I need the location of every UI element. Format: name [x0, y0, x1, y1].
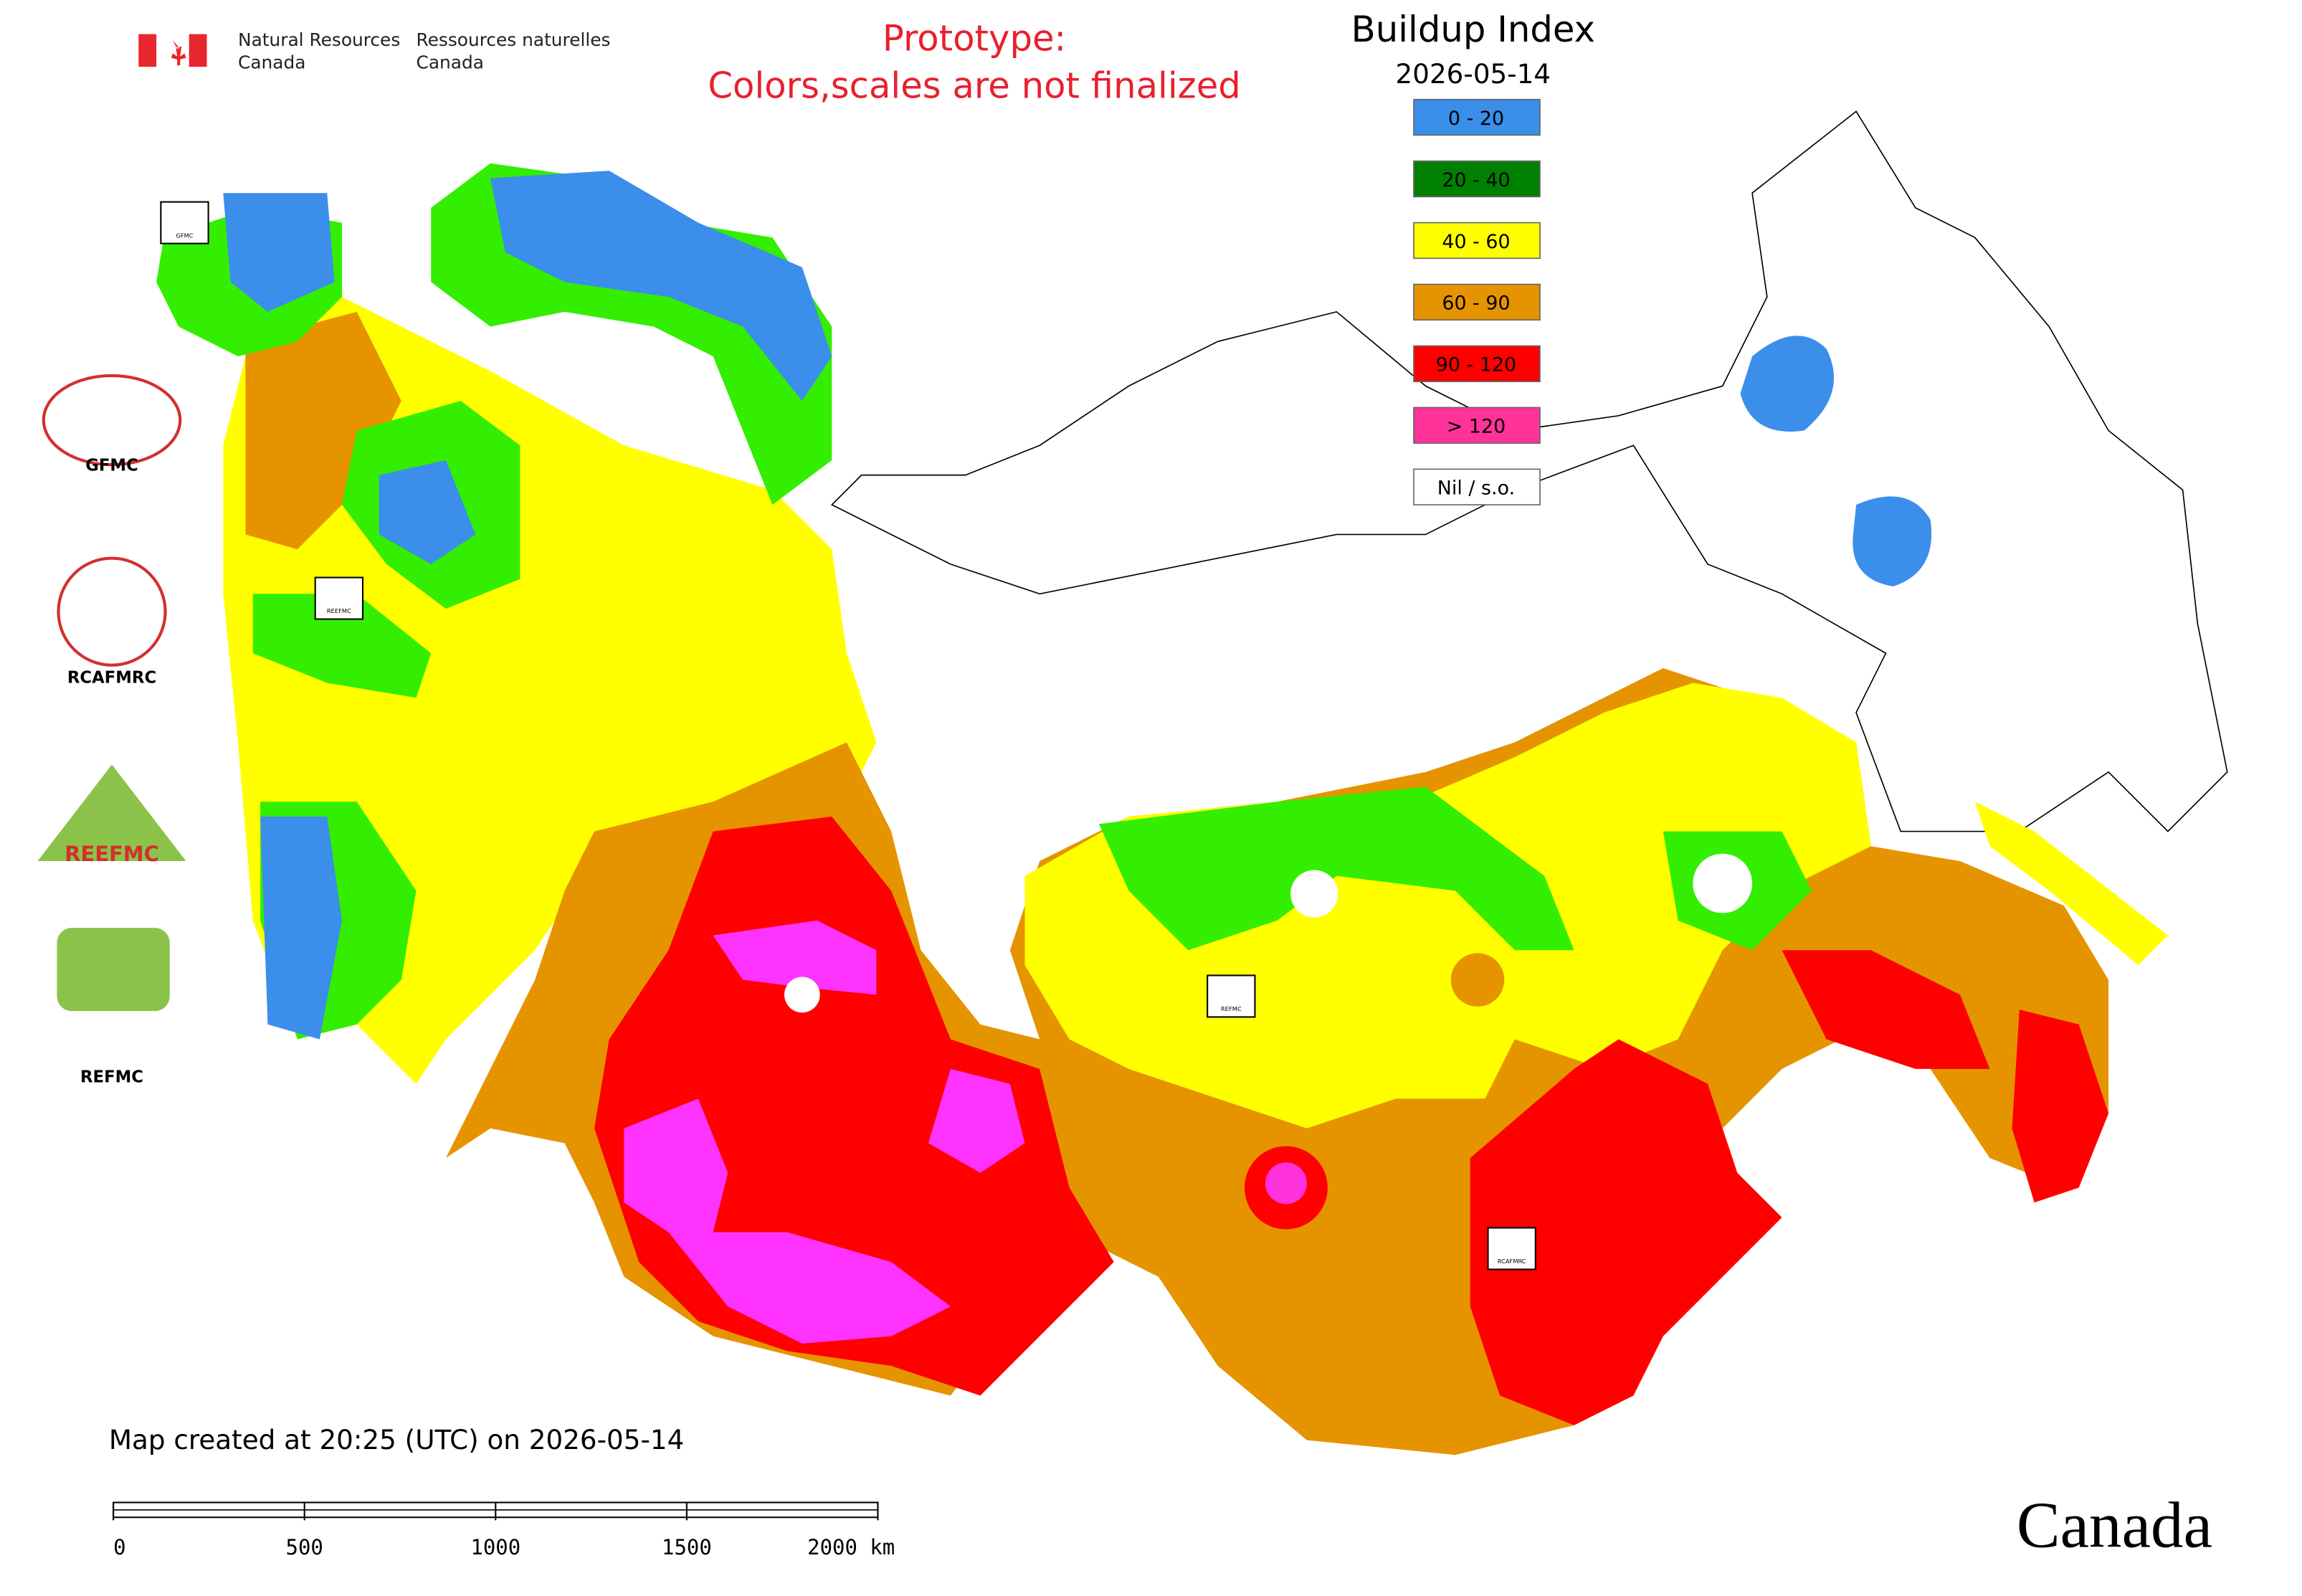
logo-emblem	[42, 374, 182, 467]
marker-label: RCAFMRC	[1498, 1258, 1526, 1265]
legend-date: 2026-05-14	[1396, 58, 1551, 90]
legend-swatch	[1413, 345, 1541, 382]
nil-area	[1290, 870, 1338, 918]
flag-bar	[189, 34, 207, 67]
flag-bar	[138, 34, 157, 67]
marker-box	[314, 576, 363, 620]
canada-wordmark: Canada	[2017, 1489, 2212, 1562]
region	[1852, 496, 1932, 586]
agency-fr: Canada	[417, 52, 484, 72]
logo-emblem	[57, 556, 167, 667]
scale-label: 1500	[662, 1535, 712, 1559]
legend-label: 90 - 120	[1436, 354, 1516, 376]
region	[1974, 802, 2168, 965]
nil-area	[1693, 853, 1753, 913]
scale-label: 500	[286, 1535, 323, 1559]
region	[1782, 950, 1990, 1069]
logo-label: REFMC	[80, 1068, 143, 1087]
legend: Buildup Index 2026-05-14 0 - 20 20 - 40 40…	[1351, 9, 1595, 505]
notice: Prototype:	[883, 17, 1066, 59]
marker-label: REFMC	[1221, 1005, 1242, 1012]
scale-label: 1000	[470, 1535, 520, 1559]
legend-label: 0 - 20	[1448, 108, 1504, 130]
footer: Map created at 20:25 (UTC) on 2026-05-14…	[109, 1424, 2212, 1562]
outline	[830, 110, 2228, 832]
scale-label: 2000 km	[807, 1535, 895, 1559]
legend-label: Nil / s.o.	[1437, 478, 1515, 500]
maple-leaf	[171, 39, 186, 66]
region	[928, 1068, 1025, 1173]
marker-box	[1487, 1227, 1536, 1270]
region	[624, 1098, 951, 1344]
logo-emblem	[57, 928, 170, 1012]
region	[379, 460, 476, 564]
logo-label: GFMC	[85, 456, 138, 475]
legend-label: 20 - 40	[1442, 169, 1510, 191]
legend-title: Buildup Index	[1351, 9, 1595, 50]
region	[1470, 1039, 1782, 1425]
map-markers: GFMC REEFMC REFMC RCAFMRC	[160, 201, 1536, 1270]
region	[245, 311, 401, 550]
region	[1450, 953, 1505, 1007]
legend-swatch	[1413, 283, 1541, 321]
agency-fr: Ressources naturelles	[417, 29, 611, 50]
created-note: Map created at 20:25 (UTC) on 2026-05-14	[109, 1424, 684, 1455]
legend-label: 40 - 60	[1442, 231, 1510, 253]
legend-swatch	[1413, 160, 1541, 198]
logo-emblem	[37, 764, 186, 862]
marker-box	[1207, 974, 1256, 1018]
map	[156, 110, 2228, 1455]
logo-label: REEFMC	[65, 842, 159, 866]
nil-area	[784, 977, 820, 1013]
agency-en: Natural Resources	[238, 29, 400, 50]
scale-label: 0	[113, 1535, 125, 1559]
header: Natural Resources Canada Ressources natu…	[138, 17, 1241, 107]
region	[2012, 1010, 2109, 1203]
region	[1099, 787, 1574, 951]
legend-swatch	[1413, 407, 1541, 444]
region	[223, 193, 335, 312]
region	[1740, 336, 1835, 432]
marker-box	[160, 201, 209, 244]
region	[252, 594, 432, 698]
legend-label: 60 - 90	[1442, 293, 1510, 315]
legend-label: > 120	[1447, 416, 1506, 438]
scale-bar: 0 500 1000 1500 2000 km	[113, 1501, 895, 1559]
notice: Colors,scales are not finalized	[708, 65, 1240, 107]
region	[1265, 1162, 1307, 1205]
agency-en: Canada	[238, 52, 305, 72]
region	[260, 816, 342, 1040]
legend-swatch	[1413, 98, 1541, 136]
legend-swatch	[1413, 468, 1541, 505]
logo-label: RCAFMRC	[67, 669, 156, 688]
marker-label: GFMC	[176, 232, 193, 239]
partner-logos: GFMC RCAFMRC REEFMC REFMC	[37, 374, 186, 1087]
marker-label: REEFMC	[327, 607, 351, 614]
legend-swatch	[1413, 222, 1541, 260]
region	[490, 171, 832, 402]
region	[713, 920, 877, 995]
